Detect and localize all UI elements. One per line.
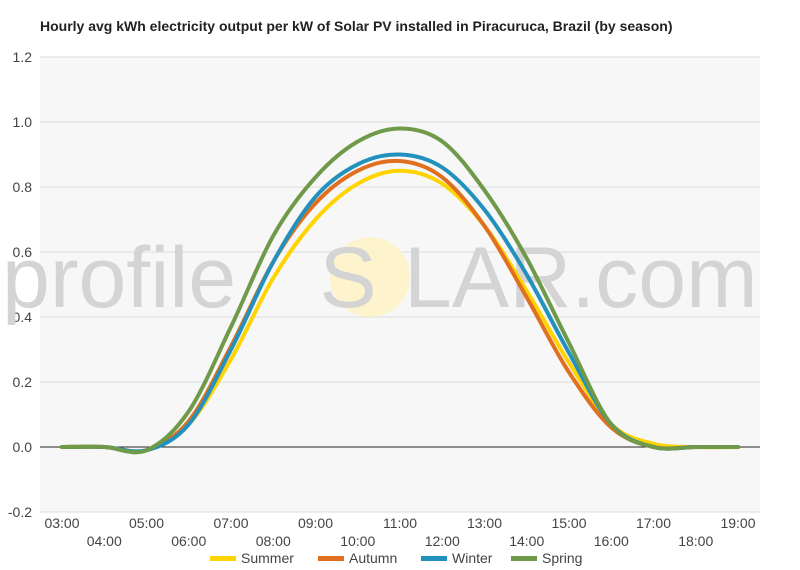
legend-label-autumn: Autumn xyxy=(349,550,397,566)
legend-label-summer: Summer xyxy=(241,550,294,566)
watermark-s: S xyxy=(319,230,376,326)
x-tick-label: 06:00 xyxy=(171,533,206,549)
x-tick-label: 16:00 xyxy=(594,533,629,549)
x-tick-label: 13:00 xyxy=(467,515,502,531)
x-tick-label: 14:00 xyxy=(509,533,544,549)
y-tick-label: 0.8 xyxy=(13,179,33,195)
legend-swatch-summer xyxy=(210,556,236,561)
x-tick-label: 11:00 xyxy=(383,515,417,531)
x-tick-label: 07:00 xyxy=(213,515,248,531)
x-tick-label: 08:00 xyxy=(256,533,291,549)
legend-label-winter: Winter xyxy=(452,550,493,566)
y-tick-label: 0.6 xyxy=(13,244,33,260)
y-tick-label: 0.0 xyxy=(13,439,33,455)
y-tick-label: 1.0 xyxy=(13,114,33,130)
x-tick-label: 10:00 xyxy=(340,533,375,549)
x-tick-label: 03:00 xyxy=(44,515,79,531)
x-tick-label: 09:00 xyxy=(298,515,333,531)
y-tick-label: 1.2 xyxy=(13,49,33,65)
x-tick-label: 04:00 xyxy=(87,533,122,549)
watermark-left: profile xyxy=(2,230,236,326)
y-tick-label: -0.2 xyxy=(8,504,32,520)
y-tick-label: 0.2 xyxy=(13,374,33,390)
legend-swatch-winter xyxy=(421,556,447,561)
x-tick-label: 18:00 xyxy=(678,533,713,549)
x-tick-label: 05:00 xyxy=(129,515,164,531)
legend-swatch-spring xyxy=(511,556,537,561)
x-tick-label: 19:00 xyxy=(720,515,755,531)
y-tick-label: 0.4 xyxy=(13,309,33,325)
x-tick-label: 17:00 xyxy=(636,515,671,531)
chart-title: Hourly avg kWh electricity output per kW… xyxy=(40,18,673,34)
x-tick-label: 15:00 xyxy=(551,515,586,531)
watermark-right: LAR.com xyxy=(404,230,758,326)
legend-label-spring: Spring xyxy=(542,550,582,566)
series-line-spring xyxy=(60,126,740,455)
watermark-sun xyxy=(330,237,410,317)
legend-swatch-autumn xyxy=(318,556,344,561)
x-tick-label: 12:00 xyxy=(425,533,460,549)
